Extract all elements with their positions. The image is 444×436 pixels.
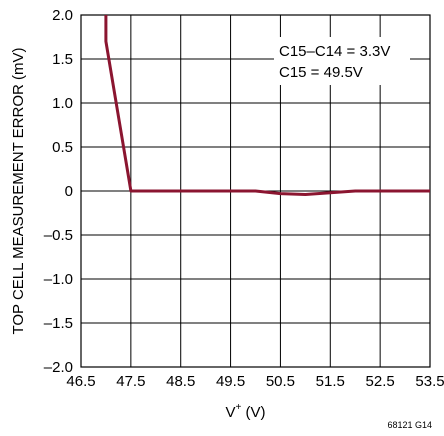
y-tick-label: 0.5 [52, 139, 73, 156]
y-tick-labels: 2.0 1.5 1.0 0.5 0 –0.5 –1.0 –1.5 –2.0 [44, 7, 73, 376]
x-tick-label: 46.5 [66, 373, 95, 390]
x-tick-label: 48.5 [166, 373, 195, 390]
y-tick-label: –1.5 [44, 315, 73, 332]
annotation-line-2: C15 = 49.5V [279, 64, 363, 81]
x-tick-label: 49.5 [216, 373, 245, 390]
x-tick-label: 50.5 [266, 373, 295, 390]
y-tick-label: 1.5 [52, 51, 73, 68]
y-tick-label: 1.0 [52, 95, 73, 112]
x-tick-label: 51.5 [316, 373, 345, 390]
x-axis-title-superscript: + [236, 402, 242, 413]
y-tick-label: –2.0 [44, 359, 73, 376]
x-axis-title-symbol: V [225, 404, 235, 421]
y-tick-label: 2.0 [52, 7, 73, 24]
x-axis-title-unit: (V) [241, 404, 265, 421]
series-line [104, 15, 430, 196]
x-tick-label: 52.5 [366, 373, 395, 390]
annotation-background [274, 37, 410, 85]
y-tick-label: 0 [65, 183, 73, 200]
x-tick-labels: 46.5 47.5 48.5 49.5 50.5 51.5 52.5 53.5 [66, 373, 444, 390]
y-axis-title: TOP CELL MEASUREMENT ERROR (mV) [10, 48, 27, 335]
annotation-line-1: C15–C14 = 3.3V [279, 43, 390, 60]
y-tick-label: –0.5 [44, 227, 73, 244]
x-tick-label: 53.5 [415, 373, 444, 390]
y-tick-label: –1.0 [44, 271, 73, 288]
figure-code: 68121 G14 [387, 420, 432, 430]
series-layer [104, 15, 430, 196]
x-axis-title: V+ (V) [225, 402, 265, 421]
x-tick-label: 47.5 [116, 373, 145, 390]
